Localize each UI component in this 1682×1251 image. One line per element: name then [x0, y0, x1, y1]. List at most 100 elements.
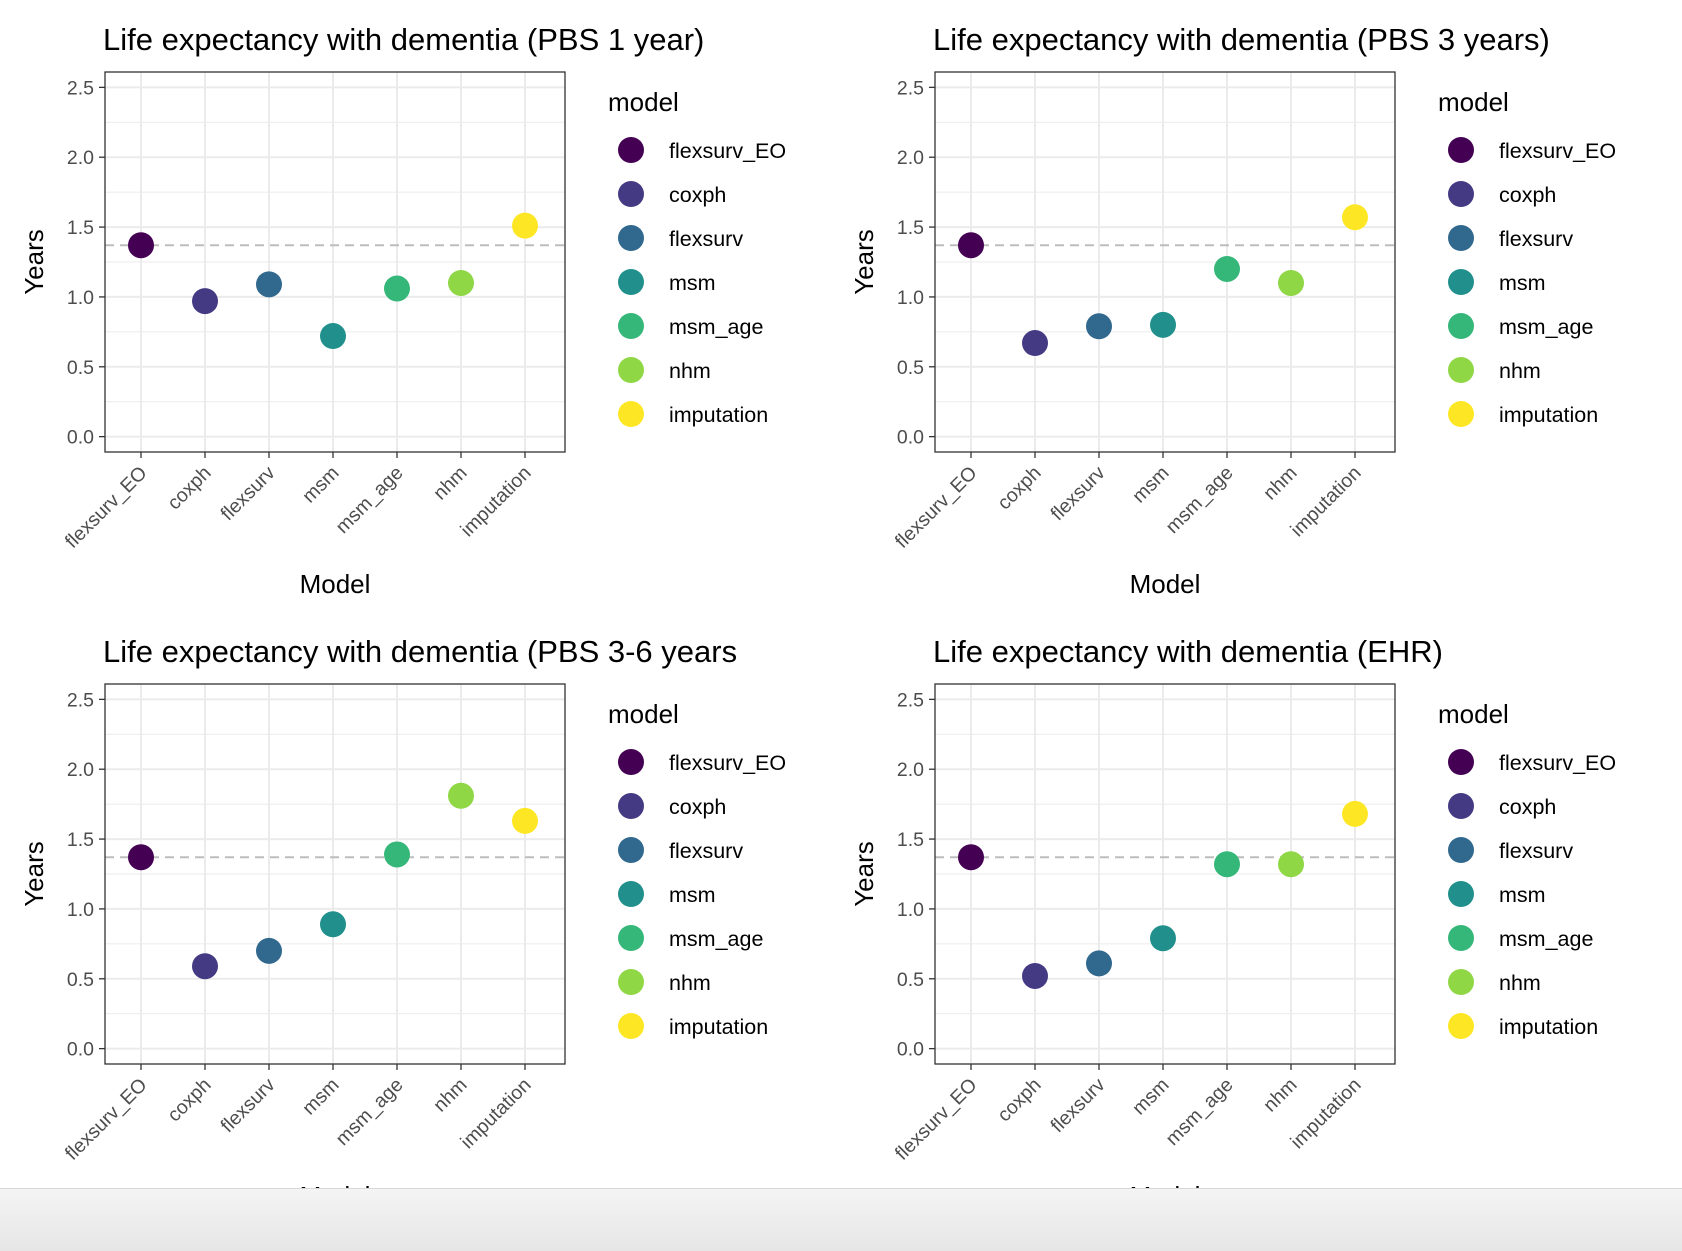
- y-tick-label: 2.0: [897, 759, 924, 781]
- legend-label: msm: [669, 883, 716, 907]
- data-point-coxph: [192, 288, 218, 315]
- chart-title: Life expectancy with dementia (PBS 3-6 y…: [103, 634, 737, 669]
- legend-label: msm: [1499, 271, 1546, 295]
- chart-panel: Life expectancy with dementia (EHR) 0.0 0.…: [849, 634, 1616, 1211]
- legend-key-coxph: [1448, 181, 1474, 207]
- y-tick-label: 2.5: [67, 689, 94, 711]
- chart-panel: Life expectancy with dementia (PBS 3-6 y…: [19, 634, 786, 1211]
- x-tick-label: msm_age: [1161, 462, 1237, 538]
- x-tick-label: msm: [298, 462, 343, 507]
- x-tick-label: flexsurv_EO: [61, 462, 152, 553]
- legend-label: flexsurv_EO: [1499, 751, 1616, 775]
- legend-key-flexsurv-EO: [618, 137, 644, 163]
- legend-label: msm_age: [1499, 927, 1593, 951]
- y-axis-title: Years: [19, 841, 49, 907]
- data-point-flexsurv-EO: [128, 232, 154, 259]
- legend-label: flexsurv_EO: [1499, 139, 1616, 163]
- legend-label: nhm: [669, 971, 711, 995]
- legend-label: flexsurv: [669, 839, 743, 863]
- y-tick-label: 2.5: [897, 77, 924, 99]
- legend-label: imputation: [1499, 1015, 1598, 1039]
- y-tick-label: 2.0: [897, 147, 924, 169]
- y-tick-label: 1.0: [897, 899, 924, 921]
- x-tick-label: flexsurv_EO: [891, 462, 982, 553]
- legend-label: msm_age: [669, 315, 763, 339]
- legend-key-coxph: [1448, 793, 1474, 819]
- plot-border: [104, 71, 566, 453]
- chart-panel: Life expectancy with dementia (PBS 3 yea…: [849, 22, 1616, 599]
- legend-key-msm: [1448, 881, 1474, 907]
- x-tick-label: nhm: [429, 462, 471, 504]
- legend-key-nhm: [618, 357, 644, 383]
- legend-key-imputation: [618, 401, 644, 427]
- legend-label: flexsurv: [669, 227, 743, 251]
- x-tick-label: nhm: [1259, 462, 1301, 504]
- y-axis-title: Years: [19, 229, 49, 295]
- legend-key-imputation: [1448, 1013, 1474, 1039]
- data-point-coxph: [1022, 962, 1048, 989]
- legend-key-nhm: [618, 969, 644, 995]
- x-tick-label: nhm: [429, 1074, 471, 1116]
- x-tick-label: imputation: [1286, 462, 1365, 541]
- legend-key-flexsurv: [1448, 225, 1474, 251]
- legend-key-flexsurv: [618, 837, 644, 863]
- legend-label: coxph: [1499, 183, 1556, 207]
- data-point-flexsurv-EO: [128, 844, 154, 871]
- x-tick-label: flexsurv: [216, 1074, 279, 1137]
- y-tick-label: 1.0: [67, 899, 94, 921]
- chart-title: Life expectancy with dementia (PBS 1 yea…: [103, 22, 704, 57]
- data-point-msm-age: [384, 841, 410, 868]
- x-tick-label: msm: [298, 1074, 343, 1119]
- x-tick-label: msm: [1128, 1074, 1173, 1119]
- legend-key-flexsurv-EO: [1448, 137, 1474, 163]
- y-tick-label: 2.0: [67, 759, 94, 781]
- y-tick-label: 1.5: [67, 829, 94, 851]
- data-point-flexsurv: [256, 271, 282, 298]
- chart-title: Life expectancy with dementia (EHR): [933, 634, 1443, 669]
- data-point-nhm: [1278, 851, 1304, 878]
- chart-panel: Life expectancy with dementia (PBS 1 yea…: [19, 22, 786, 599]
- legend-label: coxph: [1499, 795, 1556, 819]
- legend-label: imputation: [669, 403, 768, 427]
- legend-key-msm-age: [618, 925, 644, 951]
- legend-label: flexsurv: [1499, 227, 1573, 251]
- plot-border: [104, 683, 566, 1065]
- legend-key-imputation: [1448, 401, 1474, 427]
- x-tick-label: msm_age: [331, 462, 407, 538]
- legend-key-nhm: [1448, 969, 1474, 995]
- legend-key-msm-age: [1448, 313, 1474, 339]
- x-tick-label: coxph: [993, 1074, 1045, 1126]
- legend-key-flexsurv: [1448, 837, 1474, 863]
- legend-key-msm: [1448, 269, 1474, 295]
- y-tick-label: 0.5: [67, 357, 94, 379]
- x-tick-label: coxph: [163, 1074, 215, 1126]
- plot-border: [934, 71, 1396, 453]
- data-point-nhm: [448, 269, 474, 296]
- data-point-nhm: [1278, 269, 1304, 296]
- data-point-flexsurv: [1086, 950, 1112, 977]
- data-point-msm: [1150, 311, 1176, 338]
- y-tick-label: 2.5: [897, 689, 924, 711]
- legend-label: msm_age: [1499, 315, 1593, 339]
- y-tick-label: 0.5: [897, 969, 924, 991]
- data-point-flexsurv: [256, 937, 282, 964]
- y-axis-title: Years: [849, 229, 879, 295]
- chart-title: Life expectancy with dementia (PBS 3 yea…: [933, 22, 1550, 57]
- x-tick-label: flexsurv_EO: [61, 1074, 152, 1165]
- legend-label: coxph: [669, 795, 726, 819]
- x-tick-label: coxph: [163, 462, 215, 514]
- x-tick-label: msm_age: [1161, 1074, 1237, 1150]
- x-tick-label: imputation: [456, 1074, 535, 1153]
- y-tick-label: 1.5: [897, 217, 924, 239]
- x-tick-label: imputation: [1286, 1074, 1365, 1153]
- legend-label: flexsurv_EO: [669, 139, 786, 163]
- x-tick-label: msm: [1128, 462, 1173, 507]
- y-tick-label: 0.5: [897, 357, 924, 379]
- data-point-flexsurv: [1086, 313, 1112, 340]
- legend-title: model: [608, 699, 679, 729]
- legend-key-msm-age: [618, 313, 644, 339]
